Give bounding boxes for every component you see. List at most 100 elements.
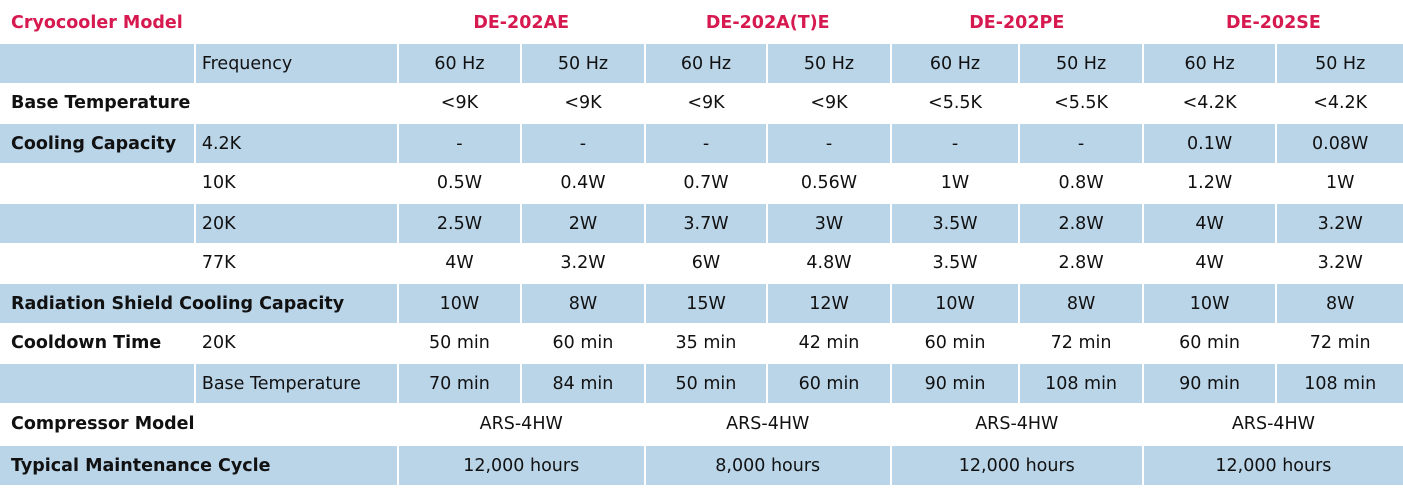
maintenance-cycle-row: Typical Maintenance Cycle 12,000 hours 8… [0,444,1403,485]
radiation-shield-row: Radiation Shield Cooling Capacity 10W 8W… [0,282,1403,323]
row-sublabel: 4.2K [193,122,397,163]
table-cell: <9K [766,83,890,122]
table-cell: 8,000 hours [643,444,890,485]
table-cell: <5.5K [1018,83,1142,122]
table-cell: ARS-4HW [889,403,1142,444]
header-label: Cryocooler Model [0,4,397,42]
table-cell: 0.7W [643,163,767,202]
table-cell: 3.5W [889,202,1019,243]
cooldown-time-row: Base Temperature 70 min 84 min 50 min 60… [0,362,1403,403]
row-label: Base Temperature [0,83,397,122]
table-cell: 0.8W [1018,163,1142,202]
table-cell: 90 min [889,362,1019,403]
table-cell: 3.2W [1275,202,1403,243]
table-cell: 6W [643,243,767,282]
table-cell: 0.5W [396,163,521,202]
table-cell: 10W [396,282,521,323]
table-cell: 12,000 hours [396,444,644,485]
table-cell: 4W [1141,202,1276,243]
table-cell: 3.2W [1275,243,1403,282]
header-row: Cryocooler Model DE-202AE DE-202A(T)E DE… [0,4,1403,42]
table-cell: 0.56W [766,163,890,202]
table-cell: <9K [396,83,521,122]
table-cell: 60 Hz [396,42,521,83]
table-cell: 12,000 hours [1141,444,1403,485]
table-cell: 35 min [643,323,767,362]
table-cell: 90 min [1141,362,1276,403]
cooling-capacity-row: 77K 4W 3.2W 6W 4.8W 3.5W 2.8W 4W 3.2W [0,243,1403,282]
table-cell: 70 min [396,362,521,403]
table-cell: 2W [520,202,644,243]
cryocooler-spec-table: Cryocooler Model DE-202AE DE-202A(T)E DE… [0,4,1403,485]
table-cell: 60 min [1141,323,1276,362]
table-cell: 2.8W [1018,243,1142,282]
table-cell: 12W [766,282,890,323]
row-sublabel: 77K [193,243,397,282]
table-cell: 4W [1141,243,1276,282]
table-cell: - [396,122,521,163]
table-cell: 50 Hz [520,42,644,83]
table-cell: - [643,122,767,163]
table-cell: 3.2W [520,243,644,282]
row-label-empty [0,243,194,282]
table-cell: 12,000 hours [889,444,1142,485]
table-cell: ARS-4HW [396,403,644,444]
table-cell: 60 min [766,362,890,403]
cooling-capacity-row: Cooling Capacity 4.2K - - - - - - 0.1W 0… [0,122,1403,163]
row-label-empty [0,202,194,243]
table-cell: 0.4W [520,163,644,202]
table-cell: 108 min [1018,362,1142,403]
table-cell: 60 min [520,323,644,362]
table-cell: 4W [396,243,521,282]
model-header: DE-202AE [396,4,644,42]
cooling-capacity-row: 20K 2.5W 2W 3.7W 3W 3.5W 2.8W 4W 3.2W [0,202,1403,243]
table-cell: - [520,122,644,163]
row-label: Cooldown Time [0,323,194,362]
table-cell: 4.8W [766,243,890,282]
row-sublabel: 20K [193,323,397,362]
table-cell: 1W [889,163,1019,202]
table-cell: 1.2W [1141,163,1276,202]
table-cell: 2.8W [1018,202,1142,243]
table-cell: 50 Hz [1275,42,1403,83]
model-header: DE-202A(T)E [643,4,890,42]
model-header: DE-202PE [889,4,1142,42]
table-cell: - [766,122,890,163]
table-cell: <9K [520,83,644,122]
table-cell: 2.5W [396,202,521,243]
row-label: Cooling Capacity [0,122,194,163]
row-label-empty [0,362,194,403]
table-cell: <4.2K [1275,83,1403,122]
row-label: Compressor Model [0,403,397,444]
table-cell: 60 Hz [889,42,1019,83]
table-cell: - [1018,122,1142,163]
frequency-row: Frequency 60 Hz 50 Hz 60 Hz 50 Hz 60 Hz … [0,42,1403,83]
table-cell: 60 min [889,323,1019,362]
row-label-empty [0,163,194,202]
row-label: Radiation Shield Cooling Capacity [0,282,397,323]
table-cell: 3.7W [643,202,767,243]
table-cell: ARS-4HW [643,403,890,444]
table-cell: 108 min [1275,362,1403,403]
table-cell: 8W [520,282,644,323]
model-header: DE-202SE [1141,4,1403,42]
table-cell: 60 Hz [1141,42,1276,83]
cooling-capacity-row: 10K 0.5W 0.4W 0.7W 0.56W 1W 0.8W 1.2W 1W [0,163,1403,202]
table-cell: 72 min [1275,323,1403,362]
table-cell: <9K [643,83,767,122]
table-cell: 10W [1141,282,1276,323]
table-cell: <5.5K [889,83,1019,122]
table-cell: 60 Hz [643,42,767,83]
table-cell: 3.5W [889,243,1019,282]
table-cell: 8W [1018,282,1142,323]
table-cell: ARS-4HW [1141,403,1403,444]
row-label: Typical Maintenance Cycle [0,444,397,485]
compressor-model-row: Compressor Model ARS-4HW ARS-4HW ARS-4HW… [0,403,1403,444]
table-cell: <4.2K [1141,83,1276,122]
table-cell: 15W [643,282,767,323]
table-cell: 72 min [1018,323,1142,362]
table-cell: 50 Hz [1018,42,1142,83]
row-label-empty [0,42,194,83]
table-cell: 50 min [396,323,521,362]
table-cell: 0.08W [1275,122,1403,163]
